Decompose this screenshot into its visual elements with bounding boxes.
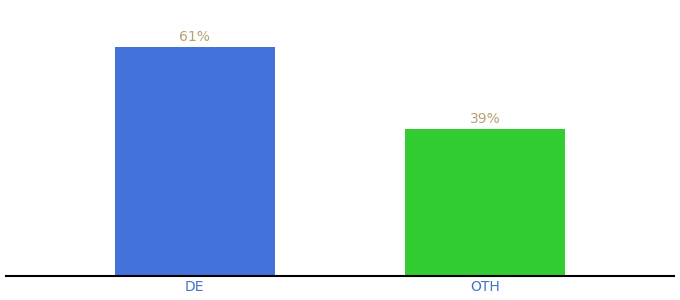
- Text: 39%: 39%: [470, 112, 500, 126]
- Text: 61%: 61%: [179, 30, 210, 44]
- Bar: [115, 47, 275, 276]
- Bar: [405, 129, 565, 276]
